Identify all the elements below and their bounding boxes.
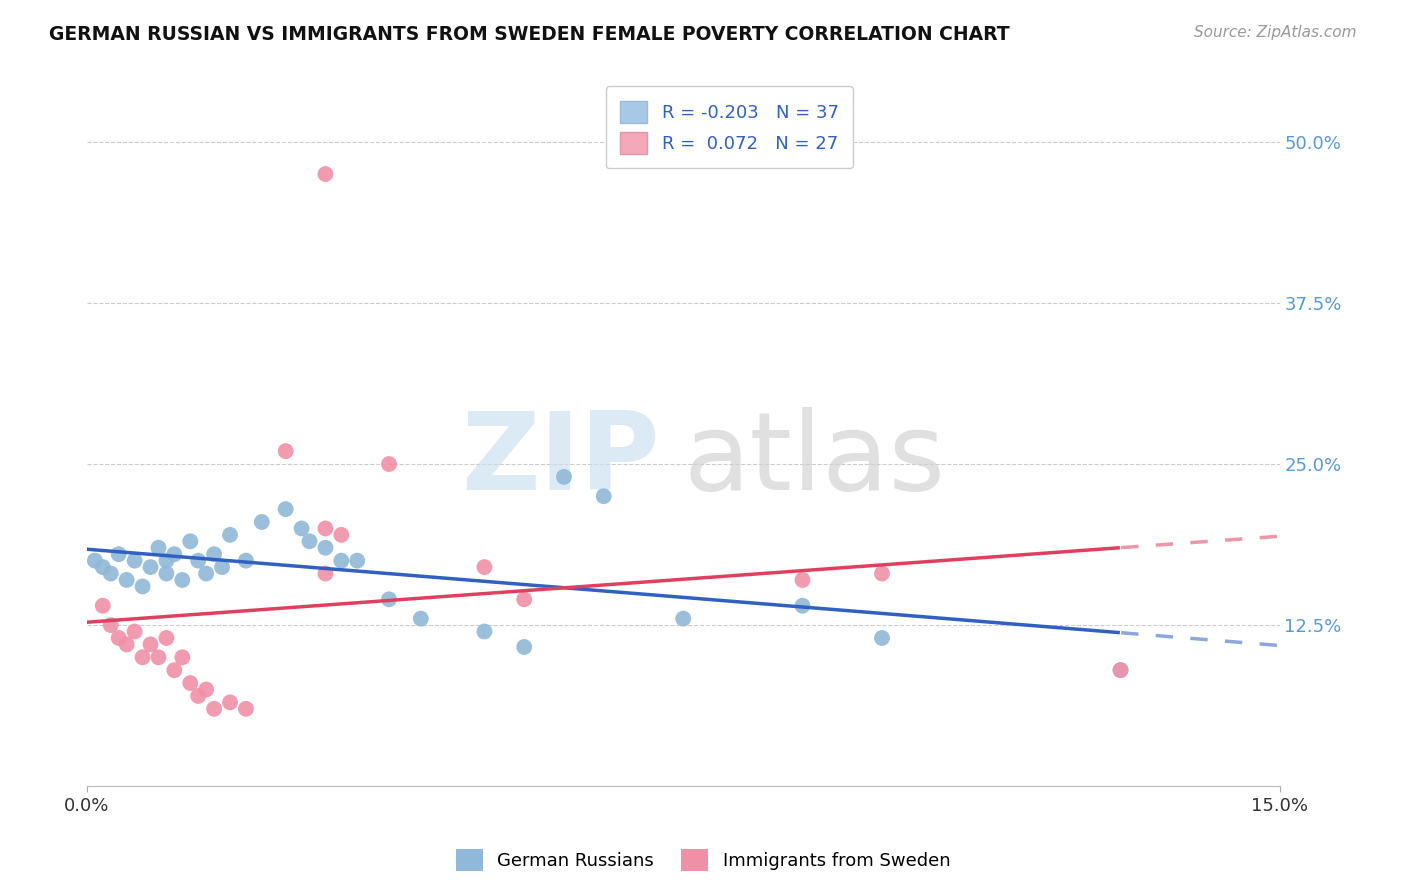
Point <box>163 547 186 561</box>
Point <box>474 624 496 639</box>
Point <box>187 554 209 568</box>
Point <box>1109 663 1132 677</box>
Point <box>139 637 162 651</box>
Point <box>870 631 893 645</box>
Point <box>1109 663 1132 677</box>
Point <box>314 521 336 535</box>
Point <box>290 521 312 535</box>
Point <box>792 599 814 613</box>
Point <box>235 554 257 568</box>
Point <box>100 618 122 632</box>
Point <box>513 592 536 607</box>
Point <box>235 702 257 716</box>
Text: ZIP: ZIP <box>461 407 659 513</box>
Point <box>592 489 614 503</box>
Point <box>553 470 575 484</box>
Legend: R = -0.203   N = 37, R =  0.072   N = 27: R = -0.203 N = 37, R = 0.072 N = 27 <box>606 87 853 169</box>
Point <box>83 554 105 568</box>
Point <box>298 534 321 549</box>
Point <box>172 573 194 587</box>
Point <box>179 534 201 549</box>
Point <box>139 560 162 574</box>
Point <box>211 560 233 574</box>
Point <box>202 547 225 561</box>
Point <box>115 637 138 651</box>
Text: GERMAN RUSSIAN VS IMMIGRANTS FROM SWEDEN FEMALE POVERTY CORRELATION CHART: GERMAN RUSSIAN VS IMMIGRANTS FROM SWEDEN… <box>49 25 1010 44</box>
Point <box>474 560 496 574</box>
Text: atlas: atlas <box>683 407 945 513</box>
Point <box>131 650 153 665</box>
Point <box>163 663 186 677</box>
Legend: German Russians, Immigrants from Sweden: German Russians, Immigrants from Sweden <box>449 842 957 879</box>
Point <box>870 566 893 581</box>
Point <box>195 682 218 697</box>
Point <box>314 541 336 555</box>
Text: Source: ZipAtlas.com: Source: ZipAtlas.com <box>1194 25 1357 40</box>
Point <box>330 554 353 568</box>
Point <box>274 502 297 516</box>
Point <box>314 566 336 581</box>
Point <box>179 676 201 690</box>
Point <box>672 612 695 626</box>
Point <box>107 547 129 561</box>
Point <box>195 566 218 581</box>
Point <box>409 612 432 626</box>
Point <box>100 566 122 581</box>
Point <box>792 573 814 587</box>
Point <box>172 650 194 665</box>
Point <box>148 650 170 665</box>
Point <box>314 167 336 181</box>
Point <box>219 528 242 542</box>
Point <box>346 554 368 568</box>
Point <box>187 689 209 703</box>
Point <box>148 541 170 555</box>
Point <box>378 592 401 607</box>
Point <box>124 554 146 568</box>
Point <box>107 631 129 645</box>
Point <box>124 624 146 639</box>
Point <box>115 573 138 587</box>
Point <box>219 695 242 709</box>
Point <box>131 579 153 593</box>
Point <box>91 560 114 574</box>
Point <box>330 528 353 542</box>
Point <box>155 554 177 568</box>
Point <box>155 631 177 645</box>
Point <box>378 457 401 471</box>
Point <box>202 702 225 716</box>
Point <box>513 640 536 654</box>
Point <box>155 566 177 581</box>
Point <box>274 444 297 458</box>
Point <box>250 515 273 529</box>
Point <box>91 599 114 613</box>
